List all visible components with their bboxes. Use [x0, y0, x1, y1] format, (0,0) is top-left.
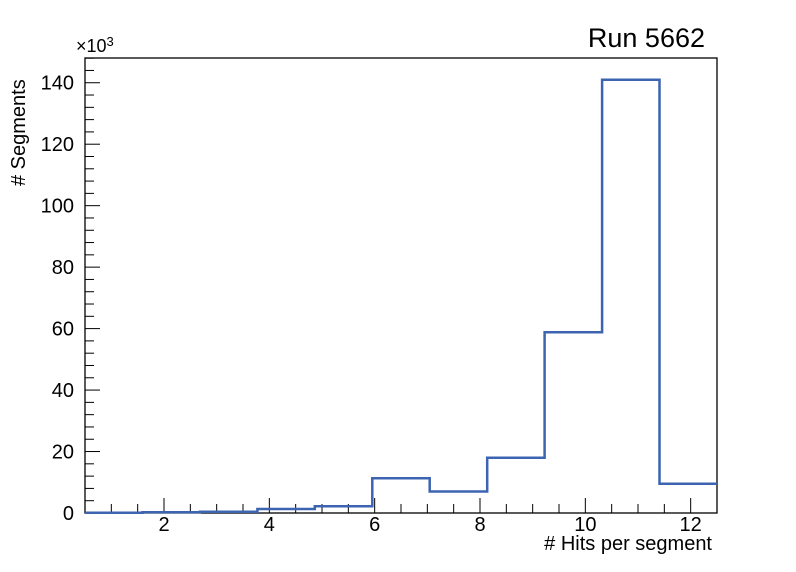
y-axis-multiplier-exponent: 3 — [106, 34, 114, 49]
y-tick-label: 120 — [41, 134, 74, 156]
histogram-line — [85, 78, 717, 514]
y-axis-multiplier: ×103 — [76, 34, 114, 57]
x-axis-label: # Hits per segment — [544, 533, 712, 555]
plot-title: Run 5662 — [587, 23, 705, 53]
x-tick-label: 8 — [474, 514, 485, 536]
y-axis-multiplier-base: ×10 — [76, 36, 107, 56]
y-tick-label: 0 — [63, 503, 74, 525]
y-tick-label: 60 — [52, 319, 74, 341]
y-tick-label: 80 — [52, 257, 74, 279]
y-tick-label: 20 — [52, 442, 74, 464]
x-tick-label: 10 — [574, 514, 596, 536]
x-tick-label: 12 — [680, 514, 702, 536]
y-tick-label: 100 — [41, 196, 74, 218]
x-tick-label: 6 — [369, 514, 380, 536]
y-tick-label: 40 — [52, 380, 74, 402]
y-tick-label: 140 — [41, 73, 74, 95]
y-axis-label: # Segments — [8, 79, 30, 186]
plot-frame — [84, 57, 718, 514]
x-tick-label: 4 — [264, 514, 275, 536]
x-tick-label: 2 — [158, 514, 169, 536]
